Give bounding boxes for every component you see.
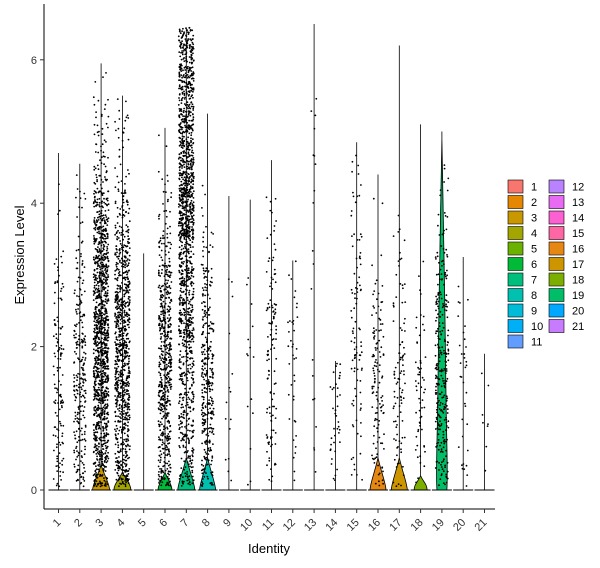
legend-label: 16: [572, 244, 584, 256]
x-tick-label: 15: [345, 517, 362, 534]
x-tick-label: 8: [200, 517, 213, 530]
x-tick-label: 5: [136, 517, 149, 530]
legend-label: 14: [572, 213, 584, 225]
legend-label: 17: [572, 259, 584, 271]
y-tick-label: 4: [31, 198, 37, 210]
legend-swatch-4: [507, 226, 524, 240]
x-tick-label: 20: [451, 517, 468, 534]
x-tick-label: 10: [238, 517, 255, 534]
legend-swatch-5: [507, 241, 524, 256]
legend-swatch-21: [548, 319, 565, 333]
legend-swatch-9: [507, 303, 524, 318]
legend-label: 5: [531, 244, 537, 256]
y-tick-label: 2: [31, 342, 37, 354]
legend-label: 19: [572, 290, 584, 302]
legend-label: 15: [572, 228, 584, 240]
violin-18: [413, 124, 428, 491]
legend-label: 10: [531, 321, 543, 333]
y-tick-label: 6: [31, 55, 37, 67]
legend-label: 11: [531, 337, 542, 349]
legend-swatch-7: [507, 272, 524, 287]
legend-swatch-8: [507, 288, 524, 302]
x-tick-label: 19: [430, 517, 447, 534]
violin-17: [390, 45, 408, 491]
x-tick-label: 4: [115, 517, 128, 530]
legend-label: 21: [572, 321, 584, 333]
legend-label: 6: [531, 259, 537, 271]
x-tick-label: 16: [366, 517, 383, 534]
legend-swatch-2: [507, 195, 524, 209]
legend-swatch-10: [507, 319, 524, 333]
x-axis-ticks: 1 2 3 4 5 6 7 8 9 10 11 12 13 14 15 16 17 18 19 20 21: [51, 509, 490, 534]
legend-label: 4: [531, 228, 537, 240]
x-tick-label: 18: [409, 517, 426, 534]
x-tick-label: 2: [72, 517, 85, 530]
violin-19: [436, 131, 448, 491]
x-tick-label: 3: [93, 517, 106, 530]
legend-swatch-11: [507, 334, 524, 349]
legend-swatch-15: [548, 226, 565, 240]
legend-swatch-12: [548, 179, 565, 194]
x-tick-label: 6: [157, 517, 170, 530]
legend-label: 9: [531, 306, 537, 318]
y-axis-ticks: 0 2 4 6: [31, 55, 44, 497]
legend-label: 13: [572, 197, 584, 209]
legend-label: 8: [531, 290, 537, 302]
legend-swatch-14: [548, 210, 565, 225]
y-tick-label: 0: [31, 485, 37, 497]
x-tick-label: 14: [323, 517, 340, 534]
legend-label: 20: [572, 306, 584, 318]
legend-label: 7: [531, 275, 537, 287]
x-tick-label: 13: [302, 517, 319, 534]
legend-swatch-18: [548, 272, 565, 287]
x-axis-title: Identity: [248, 541, 290, 556]
legend-swatch-17: [548, 257, 565, 271]
legend-label: 2: [531, 197, 537, 209]
legend-swatch-1: [507, 179, 524, 194]
legend-swatch-16: [548, 241, 565, 256]
jitter-points-layer: [52, 26, 490, 488]
legend-swatch-19: [548, 288, 565, 302]
x-tick-label: 1: [51, 517, 64, 530]
y-axis-title: Expression Level: [12, 205, 27, 304]
x-tick-label: 17: [387, 517, 404, 534]
x-tick-label: 9: [221, 517, 234, 530]
legend-swatch-6: [507, 257, 524, 271]
x-tick-label: 21: [472, 517, 489, 534]
legend-swatch-20: [548, 303, 565, 318]
legend-swatch-3: [507, 210, 524, 225]
legend-label: 18: [572, 275, 584, 287]
x-tick-label: 12: [281, 517, 298, 534]
x-tick-label: 11: [260, 517, 277, 534]
legend-label: 3: [531, 213, 537, 225]
legend-label: 1: [531, 182, 537, 194]
x-tick-label: 7: [179, 517, 192, 530]
legend-label: 12: [572, 182, 584, 194]
legend-swatch-13: [548, 195, 565, 209]
